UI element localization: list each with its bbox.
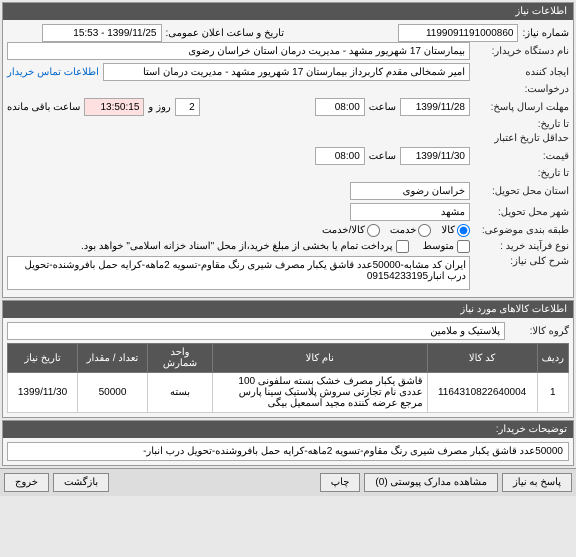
credit-date-field: 1399/11/30 xyxy=(400,147,470,165)
th-code: کد کالا xyxy=(427,344,537,373)
day-and-label: روز و xyxy=(148,102,170,113)
partial-check-label[interactable]: متوسط xyxy=(423,240,470,253)
general-desc-label: شرح کلی نیاز: xyxy=(474,256,569,267)
remaining-label: ساعت باقی مانده xyxy=(7,102,80,113)
radio-service-input[interactable] xyxy=(418,224,431,237)
delivery-state-field: خراسان رضوی xyxy=(350,182,470,200)
attachments-button[interactable]: مشاهده مدارک پیوستی (0) xyxy=(364,473,498,492)
buyer-desc-header: توضیحات خریدار: xyxy=(3,421,573,438)
footer-left-group: پاسخ به نیاز مشاهده مدارک پیوستی (0) چاپ xyxy=(320,473,572,492)
category-radio-group: کالا خدمت کالا/خدمت xyxy=(322,224,470,237)
request-label: درخواست: xyxy=(474,84,569,95)
radio-service[interactable]: خدمت xyxy=(390,224,432,237)
announce-field: 1399/11/25 - 15:53 xyxy=(42,24,162,42)
credit-time-field: 08:00 xyxy=(315,147,365,165)
cell-unit: بسته xyxy=(148,373,213,413)
min-credit-label: حداقل تاریخ اعتبار xyxy=(474,133,569,144)
buyer-org-field: بیمارستان 17 شهریور مشهد - مدیریت درمان … xyxy=(7,42,470,60)
buy-type-label: نوع فرآیند خرید : xyxy=(474,241,569,252)
need-info-panel: اطلاعات نیاز شماره نیاز: 119909119100086… xyxy=(2,2,574,298)
created-by-field: امیر شمخالی مقدم کاربرداز بیمارستان 17 ش… xyxy=(103,63,470,81)
category-label: طبقه بندی موضوعی: xyxy=(474,225,569,236)
cell-name: قاشق یکبار مصرف خشک بسته سلفونی 100 عددی… xyxy=(213,373,428,413)
table-body: 1 1164310822640004 قاشق یکبار مصرف خشک ب… xyxy=(8,373,569,413)
radio-goods-service[interactable]: کالا/خدمت xyxy=(322,224,380,237)
need-items-header: اطلاعات کالاهای مورد نیاز xyxy=(3,301,573,318)
need-items-panel: اطلاعات کالاهای مورد نیاز گروه کالا: پلا… xyxy=(2,300,574,418)
th-row: ردیف xyxy=(537,344,568,373)
exit-button[interactable]: خروج xyxy=(4,473,49,492)
announce-label: تاریخ و ساعت اعلان عمومی: xyxy=(166,28,285,39)
treasury-checkbox[interactable] xyxy=(396,240,409,253)
answer-deadline-label: مهلت ارسال پاسخ: xyxy=(474,102,569,113)
general-desc-field xyxy=(7,256,470,290)
delivery-city-field: مشهد xyxy=(350,203,470,221)
cell-row: 1 xyxy=(537,373,568,413)
need-no-label: شماره نیاز: xyxy=(522,28,569,39)
th-name: نام کالا xyxy=(213,344,428,373)
footer-right-group: بازگشت خروج xyxy=(4,473,109,492)
print-button[interactable]: چاپ xyxy=(320,473,361,492)
price-label: قیمت: xyxy=(474,151,569,162)
items-table: ردیف کد کالا نام کالا واحد شمارش تعداد /… xyxy=(7,343,569,413)
back-button[interactable]: بازگشت xyxy=(53,473,109,492)
table-header-row: ردیف کد کالا نام کالا واحد شمارش تعداد /… xyxy=(8,344,569,373)
partial-checkbox[interactable] xyxy=(457,240,470,253)
table-row[interactable]: 1 1164310822640004 قاشق یکبار مصرف خشک ب… xyxy=(8,373,569,413)
reply-button[interactable]: پاسخ به نیاز xyxy=(502,473,572,492)
buyer-desc-panel: توضیحات خریدار: 50000عدد قاشق یکبار مصرف… xyxy=(2,420,574,466)
created-by-label: ایجاد کننده xyxy=(474,67,569,78)
footer-bar: پاسخ به نیاز مشاهده مدارک پیوستی (0) چاپ… xyxy=(0,468,576,496)
hour-label-2: ساعت xyxy=(369,151,396,162)
delivery-city-label: شهر محل تحویل: xyxy=(474,207,569,218)
to-date-label: تا تاریخ: xyxy=(474,119,569,130)
buyer-desc-body: 50000عدد قاشق یکبار مصرف شیری رنگ مقاوم-… xyxy=(3,438,573,465)
item-group-field: پلاستیک و ملامین xyxy=(7,322,505,340)
contact-info-link[interactable]: اطلاعات تماس خریدار xyxy=(7,67,99,78)
delivery-state-label: استان محل تحویل: xyxy=(474,186,569,197)
need-no-field: 1199091191000860 xyxy=(398,24,518,42)
radio-goods[interactable]: کالا xyxy=(441,224,470,237)
countdown-days: 2 xyxy=(175,98,200,116)
countdown-time: 13:50:15 xyxy=(84,98,144,116)
buyer-org-label: نام دستگاه خریدار: xyxy=(474,46,569,57)
answer-date-field: 1399/11/28 xyxy=(400,98,470,116)
radio-goods-input[interactable] xyxy=(457,224,470,237)
cell-qty: 50000 xyxy=(78,373,148,413)
buyer-desc-text: 50000عدد قاشق یکبار مصرف شیری رنگ مقاوم-… xyxy=(7,442,569,461)
radio-goods-service-input[interactable] xyxy=(367,224,380,237)
hour-label-1: ساعت xyxy=(369,102,396,113)
answer-time-field: 08:00 xyxy=(315,98,365,116)
to-date2-label: تا تاریخ: xyxy=(474,168,569,179)
item-group-label: گروه کالا: xyxy=(509,326,569,337)
th-date: تاریخ نیاز xyxy=(8,344,78,373)
treasury-check-label[interactable]: پرداخت تمام یا بخشی از مبلغ خرید،از محل … xyxy=(81,240,409,253)
cell-date: 1399/11/30 xyxy=(8,373,78,413)
need-items-body: گروه کالا: پلاستیک و ملامین ردیف کد کالا… xyxy=(3,318,573,417)
need-info-header: اطلاعات نیاز xyxy=(3,3,573,20)
need-info-body: شماره نیاز: 1199091191000860 تاریخ و ساع… xyxy=(3,20,573,297)
th-qty: تعداد / مقدار xyxy=(78,344,148,373)
treasury-note: پرداخت تمام یا بخشی از مبلغ خرید،از محل … xyxy=(81,241,393,252)
partial-text: متوسط xyxy=(423,241,454,252)
cell-code: 1164310822640004 xyxy=(427,373,537,413)
th-unit: واحد شمارش xyxy=(148,344,213,373)
